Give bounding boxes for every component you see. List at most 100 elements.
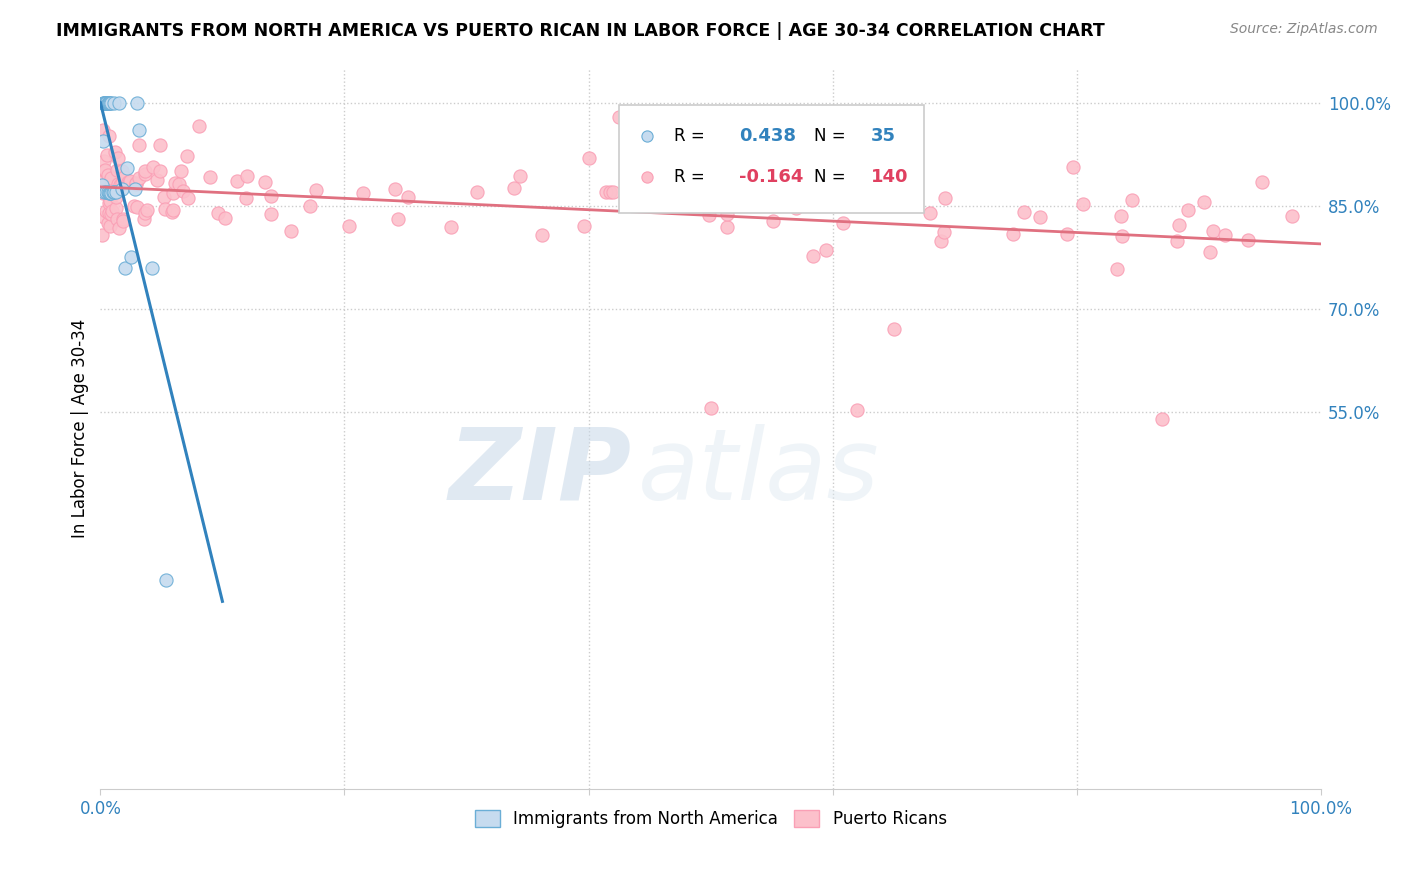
Point xyxy=(607,110,630,124)
Point xyxy=(101,204,124,219)
Point xyxy=(134,206,156,220)
Point xyxy=(846,402,869,417)
Point xyxy=(108,178,131,192)
Point xyxy=(162,186,184,200)
Point xyxy=(339,219,361,234)
Point xyxy=(104,145,127,159)
Point xyxy=(124,177,146,191)
FancyBboxPatch shape xyxy=(619,104,924,212)
Point xyxy=(111,163,134,178)
Point xyxy=(716,219,738,234)
Point xyxy=(706,182,728,196)
Point xyxy=(280,224,302,238)
Point xyxy=(93,95,115,110)
Point xyxy=(396,190,419,204)
Text: N =: N = xyxy=(814,168,852,186)
Point xyxy=(697,208,720,222)
Point xyxy=(96,148,118,162)
Point xyxy=(236,169,259,183)
Point xyxy=(98,195,121,210)
Point xyxy=(1237,233,1260,247)
Point xyxy=(531,228,554,243)
Point xyxy=(100,180,122,194)
Point xyxy=(235,192,257,206)
Point xyxy=(100,207,122,221)
Point xyxy=(96,95,118,110)
Point xyxy=(932,225,955,239)
Point xyxy=(91,174,114,188)
Point xyxy=(352,186,374,200)
Point xyxy=(176,149,198,163)
Point xyxy=(1109,209,1132,223)
Point xyxy=(97,95,120,110)
Point xyxy=(103,185,125,199)
Point xyxy=(149,163,172,178)
Point xyxy=(153,202,176,216)
Point xyxy=(96,95,118,110)
Point xyxy=(141,260,163,275)
Point xyxy=(94,163,117,178)
Point xyxy=(298,199,321,213)
Point xyxy=(97,205,120,219)
Point xyxy=(111,181,134,195)
Point xyxy=(934,191,956,205)
Point xyxy=(101,185,124,199)
Point xyxy=(636,160,658,174)
Point xyxy=(650,183,672,197)
Point xyxy=(599,185,621,199)
Point xyxy=(105,162,128,177)
Text: ZIP: ZIP xyxy=(449,424,631,521)
Point xyxy=(387,212,409,227)
Point xyxy=(97,215,120,229)
Point xyxy=(1012,205,1035,219)
Point xyxy=(128,138,150,153)
Point xyxy=(98,179,121,194)
Point xyxy=(107,220,129,235)
Point xyxy=(125,95,148,110)
Point xyxy=(176,191,198,205)
Text: R =: R = xyxy=(673,127,710,145)
Point xyxy=(90,227,112,242)
Point xyxy=(155,573,177,587)
Point xyxy=(107,177,129,191)
Point xyxy=(1213,227,1236,242)
Point xyxy=(260,207,283,221)
Text: atlas: atlas xyxy=(637,424,879,521)
Text: N =: N = xyxy=(814,127,852,145)
Text: 35: 35 xyxy=(870,127,896,145)
Point xyxy=(1121,193,1143,207)
Point xyxy=(91,95,114,110)
Point xyxy=(105,185,128,199)
Point xyxy=(200,169,222,184)
Point xyxy=(602,185,624,199)
Point xyxy=(465,185,488,199)
Point xyxy=(785,201,807,215)
Point xyxy=(162,203,184,218)
Point xyxy=(117,175,139,189)
Point xyxy=(98,95,121,110)
Point xyxy=(112,169,135,184)
Y-axis label: In Labor Force | Age 30-34: In Labor Force | Age 30-34 xyxy=(72,319,89,539)
Point xyxy=(149,137,172,152)
Point xyxy=(134,167,156,181)
Point xyxy=(124,181,146,195)
Point xyxy=(716,207,738,221)
Point xyxy=(128,171,150,186)
Point xyxy=(214,211,236,226)
Point xyxy=(93,185,115,199)
Point xyxy=(305,183,328,197)
Point xyxy=(1073,196,1095,211)
Point xyxy=(165,176,187,190)
Point xyxy=(105,211,128,226)
Point xyxy=(814,243,837,257)
Point xyxy=(1056,227,1078,242)
Point xyxy=(90,178,112,193)
Point xyxy=(929,234,952,248)
Point xyxy=(135,202,157,217)
Point xyxy=(145,173,167,187)
Point xyxy=(107,95,129,110)
Point xyxy=(98,194,121,208)
Point xyxy=(105,190,128,204)
Point xyxy=(226,174,249,188)
Point xyxy=(1152,411,1174,425)
